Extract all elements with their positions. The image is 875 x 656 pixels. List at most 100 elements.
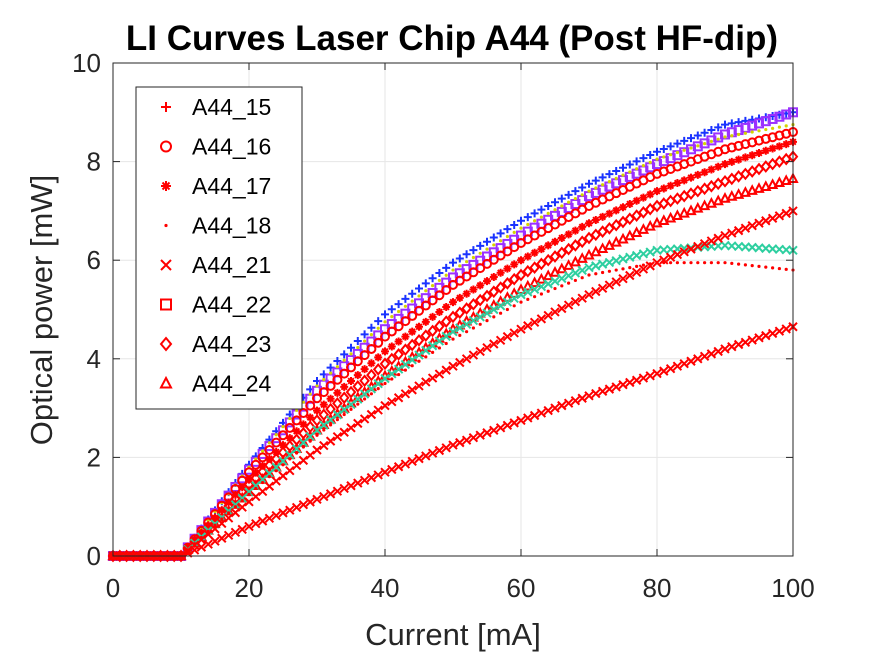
data-point bbox=[353, 418, 363, 429]
data-point bbox=[666, 181, 675, 190]
data-point bbox=[492, 243, 496, 247]
legend-label: A44_22 bbox=[192, 292, 271, 318]
data-point bbox=[754, 333, 764, 343]
data-point bbox=[455, 357, 465, 368]
data-point bbox=[414, 350, 424, 360]
data-point bbox=[523, 252, 532, 261]
data-point bbox=[495, 250, 506, 261]
data-point bbox=[517, 216, 525, 225]
data-point bbox=[312, 425, 322, 435]
data-point bbox=[298, 500, 309, 510]
data-point bbox=[607, 179, 612, 184]
data-point bbox=[536, 281, 547, 292]
data-point bbox=[335, 418, 339, 422]
data-point bbox=[638, 249, 649, 259]
y-tick-label: 4 bbox=[87, 344, 101, 374]
data-point bbox=[666, 142, 675, 151]
data-point bbox=[777, 266, 782, 271]
data-point bbox=[495, 423, 506, 433]
data-point bbox=[492, 315, 496, 319]
data-point bbox=[644, 202, 656, 216]
data-point bbox=[705, 196, 718, 208]
data-point bbox=[476, 241, 485, 250]
data-point bbox=[254, 486, 258, 491]
data-point bbox=[394, 300, 403, 309]
data-point bbox=[499, 311, 503, 315]
data-point bbox=[516, 415, 526, 426]
data-point bbox=[646, 150, 655, 159]
data-point bbox=[543, 405, 553, 416]
data-point bbox=[605, 209, 614, 218]
data-point bbox=[333, 388, 342, 397]
data-point bbox=[332, 374, 343, 385]
data-point bbox=[189, 545, 200, 555]
data-point bbox=[281, 424, 285, 429]
data-point bbox=[369, 333, 373, 337]
data-point bbox=[597, 283, 608, 294]
data-point bbox=[611, 382, 621, 392]
data-point bbox=[442, 263, 451, 272]
data-point bbox=[577, 293, 587, 303]
data-point bbox=[755, 148, 763, 157]
data-point bbox=[363, 397, 367, 401]
data-point bbox=[678, 206, 690, 218]
data-point bbox=[468, 432, 479, 443]
data-point bbox=[393, 462, 404, 472]
data-point bbox=[546, 211, 550, 215]
data-point bbox=[393, 321, 404, 332]
data-point bbox=[421, 279, 430, 288]
data-point bbox=[342, 358, 346, 362]
data-point bbox=[544, 201, 553, 210]
data-point bbox=[578, 183, 587, 192]
data-point bbox=[611, 277, 621, 287]
legend-entry: A44_21 bbox=[160, 252, 271, 278]
data-point bbox=[485, 247, 489, 251]
data-point bbox=[410, 299, 414, 303]
data-point bbox=[510, 220, 519, 229]
data-point bbox=[512, 304, 516, 308]
data-point bbox=[390, 377, 394, 381]
data-point bbox=[237, 524, 247, 535]
data-point bbox=[288, 416, 292, 421]
data-point bbox=[468, 267, 479, 278]
data-point bbox=[401, 294, 410, 303]
data-point bbox=[635, 167, 639, 171]
data-point bbox=[489, 339, 499, 349]
data-point bbox=[437, 346, 441, 350]
data-point bbox=[449, 258, 457, 267]
legend-label: A44_18 bbox=[192, 213, 271, 239]
data-point bbox=[550, 307, 560, 317]
data-point bbox=[332, 486, 343, 496]
data-point bbox=[767, 113, 778, 124]
data-point bbox=[475, 430, 485, 440]
data-point bbox=[417, 294, 421, 298]
data-point bbox=[340, 382, 349, 391]
data-point bbox=[713, 346, 723, 357]
data-point bbox=[442, 303, 451, 312]
data-point bbox=[536, 408, 547, 418]
data-point bbox=[597, 386, 608, 397]
data-point bbox=[686, 356, 696, 366]
data-point bbox=[529, 317, 540, 328]
data-point bbox=[353, 478, 363, 488]
data-point bbox=[580, 193, 584, 197]
data-point bbox=[299, 420, 308, 429]
data-point bbox=[160, 298, 172, 311]
data-point bbox=[703, 142, 707, 146]
legend-label: A44_23 bbox=[192, 331, 271, 357]
data-point bbox=[639, 193, 648, 202]
data-point bbox=[583, 231, 595, 245]
data-point bbox=[777, 125, 782, 129]
data-point bbox=[291, 502, 302, 513]
data-point bbox=[706, 236, 717, 246]
data-point bbox=[373, 378, 383, 389]
data-point bbox=[700, 128, 709, 137]
legend-entry: A44_15 bbox=[161, 94, 271, 120]
data-point bbox=[424, 289, 428, 293]
data-point bbox=[353, 337, 362, 346]
data-point bbox=[551, 237, 559, 246]
data-point bbox=[781, 324, 791, 334]
data-point bbox=[591, 176, 600, 185]
data-point bbox=[319, 491, 329, 502]
data-point bbox=[455, 254, 464, 263]
